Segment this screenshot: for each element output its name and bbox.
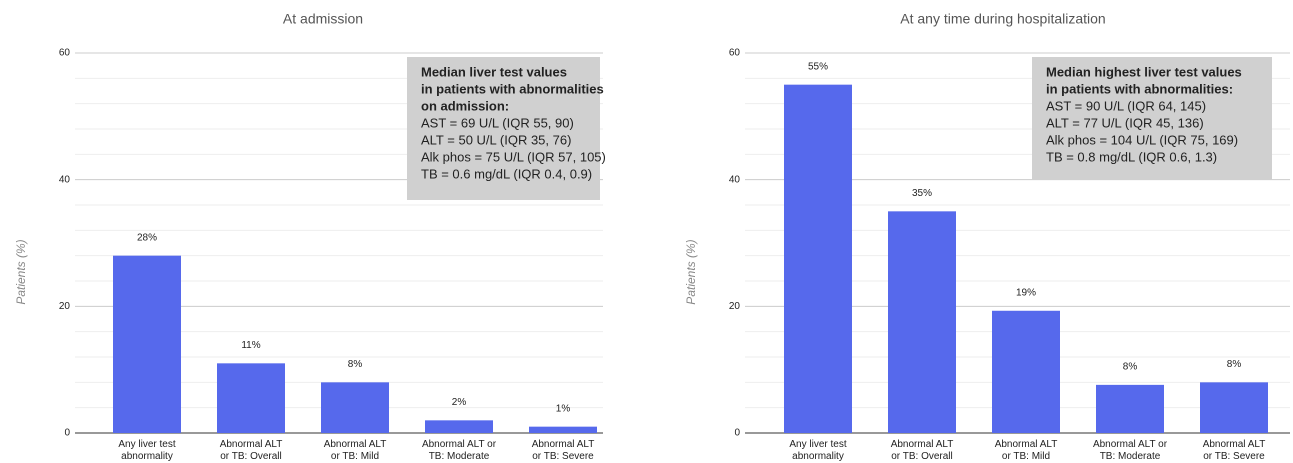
- bar: [425, 420, 493, 433]
- y-tick-label: 60: [729, 48, 741, 59]
- bar: [529, 426, 597, 433]
- y-tick-label: 20: [729, 301, 741, 312]
- y-tick-label: 60: [59, 48, 71, 59]
- annotation-box: [407, 57, 600, 200]
- annotation-heading: Median highest liver test values: [1046, 64, 1242, 79]
- annotation-heading: Median liver test values: [421, 64, 567, 79]
- y-tick-label: 0: [64, 428, 70, 439]
- value-label: 8%: [348, 359, 363, 370]
- y-tick-label: 20: [59, 301, 71, 312]
- y-axis-label: Patients (%): [14, 239, 28, 304]
- value-label: 1%: [556, 403, 571, 414]
- bar: [217, 363, 285, 433]
- value-label: 28%: [137, 232, 157, 243]
- x-tick-label: Any liver test abnormality: [789, 439, 846, 462]
- annotation-line: TB = 0.6 mg/dL (IQR 0.4, 0.9): [421, 166, 592, 181]
- bar: [888, 211, 956, 433]
- x-tick-label: Abnormal ALT or TB: Moderate: [1093, 439, 1168, 462]
- chart-title: At admission: [283, 11, 363, 27]
- x-tick-label: Abnormal ALT or TB: Mild: [995, 439, 1058, 462]
- x-tick-label: Any liver test abnormality: [118, 439, 175, 462]
- y-tick-label: 40: [729, 174, 741, 185]
- x-tick-label: Abnormal ALT or TB: Overall: [891, 439, 954, 462]
- value-label: 55%: [808, 61, 828, 72]
- annotation-line: ALT = 50 U/L (IQR 35, 76): [421, 132, 571, 147]
- annotation-heading: on admission:: [421, 98, 509, 113]
- annotation-line: TB = 0.8 mg/dL (IQR 0.6, 1.3): [1046, 149, 1217, 164]
- value-label: 11%: [241, 340, 260, 351]
- annotation-line: AST = 69 U/L (IQR 55, 90): [421, 115, 574, 130]
- bar: [784, 84, 852, 434]
- y-tick-label: 40: [59, 174, 71, 185]
- x-tick-label: Abnormal ALT or TB: Severe: [1203, 439, 1266, 462]
- annotation-line: ALT = 77 U/L (IQR 45, 136): [1046, 115, 1204, 130]
- value-label: 8%: [1227, 359, 1242, 370]
- annotation-box: [1032, 57, 1272, 180]
- annotation-heading: in patients with abnormalities: [421, 81, 604, 96]
- x-tick-label: Abnormal ALT or TB: Moderate: [422, 439, 497, 462]
- y-axis-label: Patients (%): [684, 239, 698, 304]
- value-label: 19%: [1016, 287, 1036, 298]
- annotation-line: Alk phos = 104 U/L (IQR 75, 169): [1046, 132, 1238, 147]
- y-tick-label: 0: [734, 428, 740, 439]
- chart-title: At any time during hospitalization: [900, 11, 1105, 27]
- annotation-line: Alk phos = 75 U/L (IQR 57, 105): [421, 149, 606, 164]
- bar: [992, 310, 1060, 433]
- x-tick-label: Abnormal ALT or TB: Overall: [220, 439, 283, 462]
- x-tick-label: Abnormal ALT or TB: Mild: [324, 439, 387, 462]
- annotation-heading: in patients with abnormalities:: [1046, 81, 1233, 96]
- bar: [113, 255, 181, 433]
- value-label: 35%: [912, 188, 932, 199]
- value-label: 8%: [1123, 362, 1138, 373]
- annotation-line: AST = 90 U/L (IQR 64, 145): [1046, 98, 1206, 113]
- bar: [1096, 384, 1164, 433]
- bar: [1200, 382, 1268, 433]
- x-tick-label: Abnormal ALT or TB: Severe: [532, 439, 595, 462]
- value-label: 2%: [452, 397, 467, 408]
- bar: [321, 382, 389, 433]
